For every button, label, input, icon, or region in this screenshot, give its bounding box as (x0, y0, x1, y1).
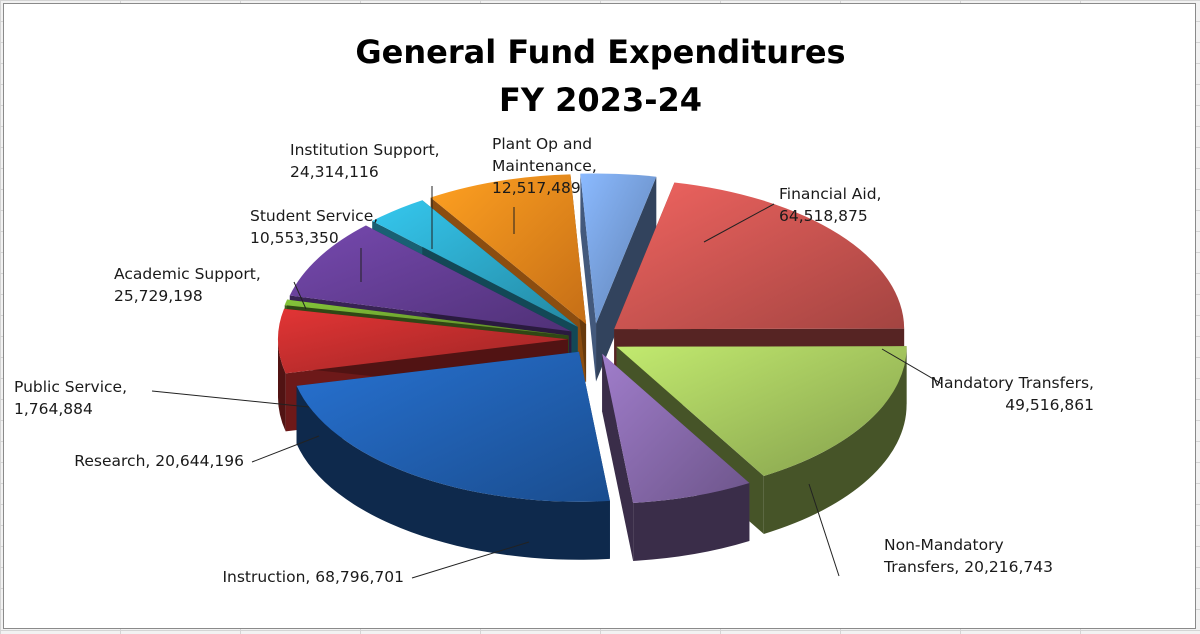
data-label: Maintenance, (492, 157, 597, 175)
leader-line (293, 281, 307, 310)
slice-outer-wall (633, 483, 750, 561)
label-public-service: Public Service, 1,764,884 (14, 378, 310, 418)
data-label: Academic Support, (114, 265, 261, 283)
data-label: Financial Aid, (779, 185, 881, 203)
data-label: Mandatory Transfers, (931, 374, 1094, 392)
slice-plant-op-and-maintenance[interactable] (580, 173, 657, 382)
label-institution-support: Institution Support, 24,314,116 (290, 141, 440, 249)
data-label: 12,517,489 (492, 179, 581, 197)
leader-line (808, 483, 840, 577)
slice-side-wall (580, 173, 597, 382)
chart-subtitle: FY 2023-24 (498, 81, 703, 119)
data-label: 25,729,198 (114, 287, 203, 305)
chart-area[interactable]: Financial Aid, 64,518,875 Mandatory Transf… (3, 3, 1196, 629)
data-label: 49,516,861 (1005, 396, 1094, 414)
leader-line (411, 541, 530, 579)
data-label: 10,553,350 (250, 229, 339, 247)
slice-top (278, 308, 569, 374)
slice-top (284, 299, 569, 336)
label-academic-support: Academic Support, 25,729,198 (114, 265, 307, 310)
leader-line (881, 348, 943, 385)
slice-top (372, 200, 578, 327)
label-instruction: Instruction, 68,796,701 (222, 541, 530, 586)
slice-outer-wall (763, 346, 907, 534)
leader-line (251, 435, 320, 463)
data-label: Non-Mandatory (884, 536, 1004, 554)
slice-top (430, 174, 587, 325)
data-label: 64,518,875 (779, 207, 868, 225)
leader-line (151, 390, 310, 408)
label-mandatory-transfers: Mandatory Transfers, 49,516,861 (881, 348, 1094, 414)
data-label: Student Service, (250, 207, 378, 225)
slice-instruction[interactable] (296, 351, 610, 560)
pie-chart: Financial Aid, 64,518,875 Mandatory Transf… (14, 135, 1094, 586)
slice-top (616, 346, 907, 476)
slice-outer-wall (278, 339, 286, 432)
chart-title: General Fund Expenditures (355, 33, 846, 71)
data-label: Research, 20,644,196 (74, 452, 244, 470)
slice-side-wall (596, 176, 657, 382)
data-label: Plant Op and (492, 135, 592, 153)
data-label: Transfers, 20,216,743 (883, 558, 1053, 576)
label-student-service: Student Service, 10,553,350 (250, 207, 378, 282)
slice-top (602, 353, 750, 503)
label-research: Research, 20,644,196 (74, 435, 320, 470)
slice-top (580, 173, 657, 324)
label-plant-op-and-maintenance: Plant Op and Maintenance, 12,517,489 (492, 135, 597, 234)
slice-top (289, 225, 572, 332)
data-label: Public Service, (14, 378, 127, 396)
slice-outer-wall (296, 385, 610, 560)
slice-top (614, 182, 905, 330)
data-label: Institution Support, (290, 141, 440, 159)
label-non-mandatory-transfers: Non-Mandatory Transfers, 20,216,743 (808, 483, 1053, 577)
data-label: 24,314,116 (290, 163, 379, 181)
slice-side-wall (602, 353, 634, 561)
label-financial-aid: Financial Aid, 64,518,875 (703, 185, 881, 243)
data-label: Instruction, 68,796,701 (222, 568, 404, 586)
data-label: 1,764,884 (14, 400, 93, 418)
slice-non-mandatory-transfers[interactable] (602, 353, 750, 561)
slice-top (296, 351, 610, 502)
leader-line (703, 203, 775, 243)
